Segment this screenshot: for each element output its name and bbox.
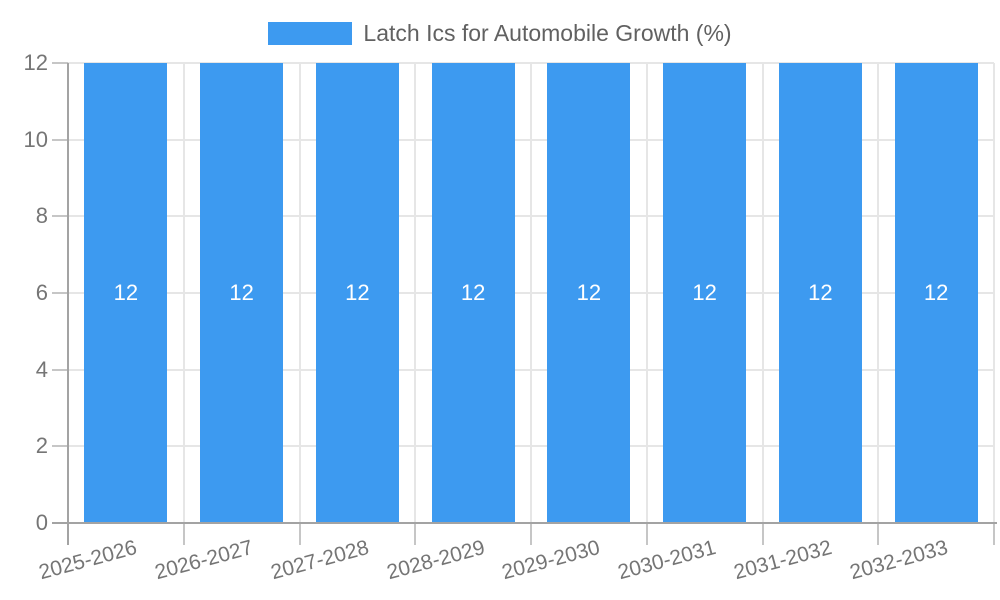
bar-value-label: 12 — [923, 280, 949, 305]
v-gridline — [993, 63, 995, 523]
x-tick — [182, 523, 185, 545]
bar[interactable] — [84, 63, 168, 523]
x-axis-label: 2032-2033 — [847, 536, 951, 585]
y-tick — [52, 138, 68, 141]
v-gridline — [877, 63, 880, 523]
legend-swatch[interactable] — [268, 22, 353, 45]
y-tick — [52, 368, 68, 371]
x-axis-label: 2025-2026 — [36, 536, 140, 585]
x-tick — [993, 523, 995, 545]
x-tick — [298, 523, 301, 545]
y-axis-line — [67, 63, 69, 545]
y-axis-label: 8 — [35, 203, 48, 229]
v-gridline — [530, 63, 532, 523]
y-tick — [52, 445, 68, 448]
bar[interactable] — [778, 63, 862, 523]
x-axis-label: 2027-2028 — [268, 536, 372, 585]
bar-value-label: 12 — [576, 280, 602, 305]
v-gridline — [761, 63, 764, 523]
bar[interactable] — [894, 63, 978, 523]
x-tick — [414, 523, 417, 545]
legend: Latch Ics for Automobile Growth (%) — [0, 20, 1000, 47]
y-axis-label: 10 — [23, 126, 48, 152]
x-axis-label: 2031-2032 — [731, 536, 835, 585]
v-gridline — [645, 63, 648, 523]
bar[interactable] — [315, 63, 399, 523]
bar-value-label: 12 — [460, 280, 486, 305]
bar[interactable] — [431, 63, 515, 523]
x-axis-label: 2029-2030 — [499, 536, 603, 585]
legend-label[interactable]: Latch Ics for Automobile Growth (%) — [363, 20, 732, 46]
x-tick — [645, 523, 648, 545]
y-tick — [52, 62, 68, 64]
x-tick — [530, 523, 532, 545]
x-axis-line — [52, 522, 997, 524]
bar-value-label: 12 — [345, 280, 370, 305]
bar-value-label: 12 — [229, 280, 254, 305]
y-tick — [52, 292, 68, 294]
y-axis-label: 4 — [35, 356, 48, 382]
y-axis-label: 0 — [35, 510, 48, 535]
y-axis-label: 12 — [23, 50, 48, 75]
bar-value-label: 12 — [808, 280, 833, 305]
bar[interactable] — [663, 63, 747, 523]
y-axis-label: 6 — [35, 280, 48, 305]
v-gridline — [414, 63, 417, 523]
bar-value-label: 12 — [113, 280, 139, 305]
x-axis-label: 2028-2029 — [384, 536, 488, 585]
v-gridline — [298, 63, 301, 523]
x-tick — [877, 523, 880, 545]
bar[interactable] — [200, 63, 284, 523]
v-gridline — [182, 63, 185, 523]
x-axis-label: 2030-2031 — [615, 536, 719, 585]
bar-value-label: 12 — [692, 280, 717, 305]
x-axis-label: 2026-2027 — [152, 536, 256, 585]
y-tick — [52, 215, 68, 218]
bar[interactable] — [547, 63, 631, 523]
x-tick — [761, 523, 764, 545]
y-axis-label: 2 — [35, 433, 48, 459]
